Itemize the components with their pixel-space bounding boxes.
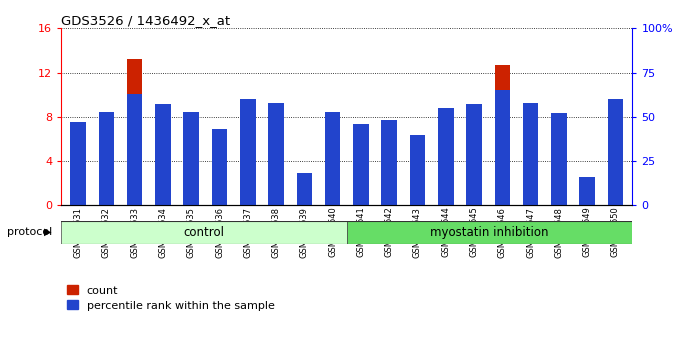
Text: control: control bbox=[184, 226, 224, 239]
Text: ▶: ▶ bbox=[44, 227, 52, 237]
Text: GDS3526 / 1436492_x_at: GDS3526 / 1436492_x_at bbox=[61, 14, 231, 27]
Bar bbox=[353, 124, 369, 205]
Bar bbox=[184, 112, 199, 205]
Text: protocol: protocol bbox=[7, 227, 52, 237]
Bar bbox=[325, 112, 341, 205]
Bar bbox=[466, 128, 482, 205]
Bar bbox=[296, 203, 312, 205]
Bar bbox=[71, 122, 86, 205]
Bar bbox=[579, 203, 595, 205]
Legend: count, percentile rank within the sample: count, percentile rank within the sample bbox=[67, 285, 275, 310]
Bar bbox=[438, 108, 454, 205]
Bar bbox=[71, 194, 86, 205]
Bar bbox=[155, 104, 171, 205]
Bar bbox=[381, 167, 397, 205]
Bar bbox=[551, 154, 566, 205]
Bar bbox=[494, 65, 510, 205]
Bar bbox=[325, 187, 341, 205]
Bar bbox=[466, 104, 482, 205]
Bar bbox=[410, 194, 425, 205]
Bar bbox=[579, 177, 595, 205]
Bar bbox=[296, 173, 312, 205]
Bar bbox=[608, 119, 623, 205]
Bar bbox=[211, 200, 227, 205]
Bar bbox=[608, 99, 623, 205]
Bar bbox=[523, 130, 539, 205]
Bar bbox=[269, 103, 284, 205]
Bar bbox=[127, 94, 143, 205]
Bar bbox=[155, 155, 171, 205]
Bar bbox=[99, 112, 114, 205]
Bar bbox=[494, 90, 510, 205]
Bar bbox=[381, 120, 397, 205]
Text: myostatin inhibition: myostatin inhibition bbox=[430, 226, 549, 239]
Bar bbox=[184, 160, 199, 205]
Bar bbox=[127, 59, 143, 205]
Bar bbox=[61, 221, 347, 244]
Bar bbox=[410, 135, 425, 205]
Bar bbox=[240, 114, 256, 205]
Bar bbox=[353, 163, 369, 205]
Bar bbox=[269, 150, 284, 205]
Bar bbox=[438, 170, 454, 205]
Bar bbox=[523, 103, 539, 205]
Bar bbox=[240, 99, 256, 205]
Bar bbox=[99, 182, 114, 205]
Bar bbox=[211, 129, 227, 205]
Bar bbox=[551, 113, 566, 205]
Bar bbox=[347, 221, 632, 244]
